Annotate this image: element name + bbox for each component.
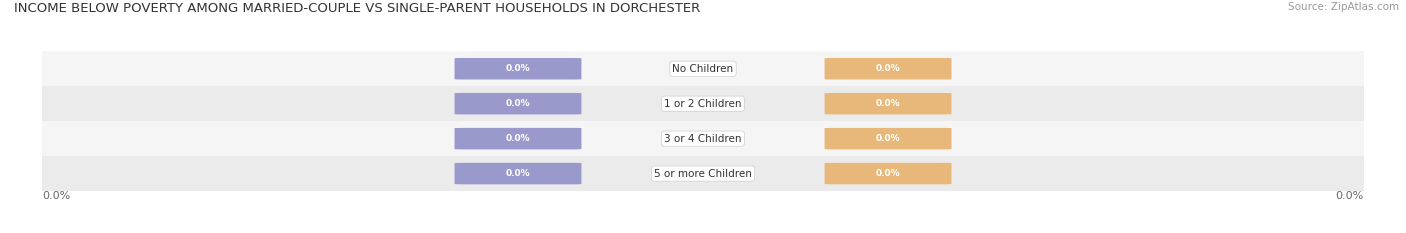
Text: Source: ZipAtlas.com: Source: ZipAtlas.com [1288,2,1399,12]
Text: 1 or 2 Children: 1 or 2 Children [664,99,742,109]
Text: 0.0%: 0.0% [876,169,900,178]
Text: 0.0%: 0.0% [42,191,70,201]
Bar [42,86,1364,121]
Text: 0.0%: 0.0% [506,134,530,143]
Bar [42,156,1364,191]
Text: 5 or more Children: 5 or more Children [654,169,752,178]
Bar [42,51,1364,86]
FancyBboxPatch shape [454,163,582,184]
Text: 0.0%: 0.0% [506,99,530,108]
Text: 3 or 4 Children: 3 or 4 Children [664,134,742,144]
Text: INCOME BELOW POVERTY AMONG MARRIED-COUPLE VS SINGLE-PARENT HOUSEHOLDS IN DORCHES: INCOME BELOW POVERTY AMONG MARRIED-COUPL… [14,2,700,15]
Text: 0.0%: 0.0% [506,64,530,73]
Text: No Children: No Children [672,64,734,74]
Text: 0.0%: 0.0% [1336,191,1364,201]
FancyBboxPatch shape [454,58,582,79]
FancyBboxPatch shape [454,128,582,149]
Text: 0.0%: 0.0% [876,134,900,143]
Text: 0.0%: 0.0% [876,99,900,108]
FancyBboxPatch shape [454,93,582,114]
FancyBboxPatch shape [824,58,952,79]
Text: 0.0%: 0.0% [876,64,900,73]
FancyBboxPatch shape [824,163,952,184]
FancyBboxPatch shape [824,93,952,114]
FancyBboxPatch shape [824,128,952,149]
Text: 0.0%: 0.0% [506,169,530,178]
Bar [42,121,1364,156]
